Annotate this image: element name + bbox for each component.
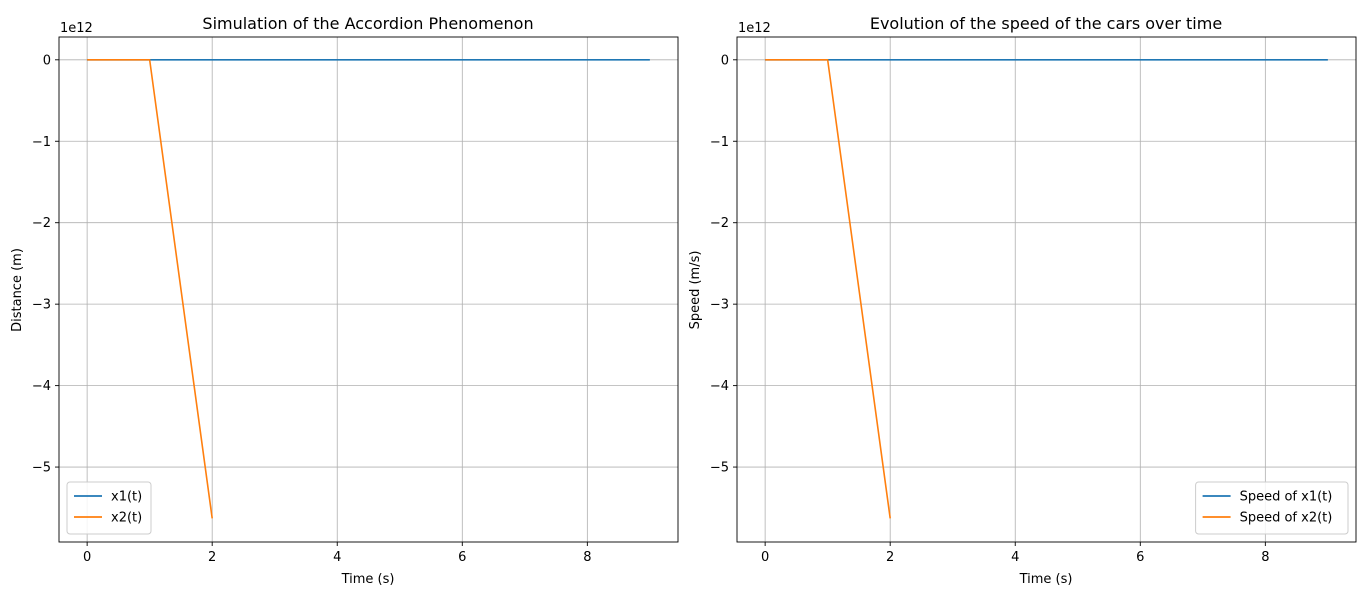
legend-label: x2(t) [111, 511, 142, 526]
x-tick-label: 2 [886, 550, 894, 565]
y-axis-label: Distance (m) [10, 248, 25, 332]
x-tick-label: 8 [583, 550, 591, 565]
x-tick-label: 0 [83, 550, 91, 565]
y-tick-label: −1 [710, 135, 729, 150]
y-axis-ticks: 0 −1 −2 −3 −4 −5 [710, 53, 737, 476]
x-axis-ticks: 0 2 4 6 8 [761, 542, 1269, 565]
x-tick-label: 4 [1011, 550, 1019, 565]
legend-label: Speed of x1(t) [1240, 490, 1333, 505]
x-tick-label: 4 [333, 550, 341, 565]
y-offset-label: 1e12 [738, 21, 771, 36]
y-tick-label: −3 [32, 298, 51, 313]
y-tick-label: −5 [32, 461, 51, 476]
y-tick-label: −5 [710, 461, 729, 476]
y-tick-label: −2 [32, 216, 51, 231]
legend-label: x1(t) [111, 490, 142, 505]
y-tick-label: 0 [721, 53, 729, 68]
grid-lines [59, 37, 678, 542]
legend-box [66, 481, 152, 535]
series-lines [765, 59, 1328, 519]
x-axis-label: Time (s) [341, 572, 395, 587]
y-tick-label: −3 [710, 298, 729, 313]
chart-title: Evolution of the speed of the cars over … [870, 14, 1222, 33]
x-tick-label: 0 [761, 550, 769, 565]
y-tick-label: −4 [32, 379, 51, 394]
legend: x1(t) x2(t) [66, 481, 152, 535]
chart-distance: Simulation of the Accordion Phenomenon 1… [10, 14, 679, 587]
plot-frame [736, 36, 1357, 543]
legend: Speed of x1(t) Speed of x2(t) [1195, 481, 1349, 535]
grid-lines [737, 37, 1356, 542]
series-line-2 [765, 59, 891, 519]
y-tick-label: −2 [710, 216, 729, 231]
x-tick-label: 6 [458, 550, 466, 565]
x-tick-label: 6 [1136, 550, 1144, 565]
y-tick-label: 0 [43, 53, 51, 68]
legend-box [1195, 481, 1349, 535]
plot-frame [58, 36, 679, 543]
chart-title: Simulation of the Accordion Phenomenon [202, 14, 533, 33]
x-tick-label: 2 [208, 550, 216, 565]
y-offset-label: 1e12 [60, 21, 93, 36]
y-axis-ticks: 0 −1 −2 −3 −4 −5 [32, 53, 59, 476]
x-axis-ticks: 0 2 4 6 8 [83, 542, 591, 565]
series-lines [87, 59, 650, 519]
series-line-2 [87, 59, 213, 519]
y-axis-label: Speed (m/s) [688, 251, 703, 330]
chart-speed: Evolution of the speed of the cars over … [688, 14, 1357, 587]
legend-label: Speed of x2(t) [1240, 511, 1333, 526]
y-tick-label: −1 [32, 135, 51, 150]
x-axis-label: Time (s) [1019, 572, 1073, 587]
y-tick-label: −4 [710, 379, 729, 394]
x-tick-label: 8 [1261, 550, 1269, 565]
